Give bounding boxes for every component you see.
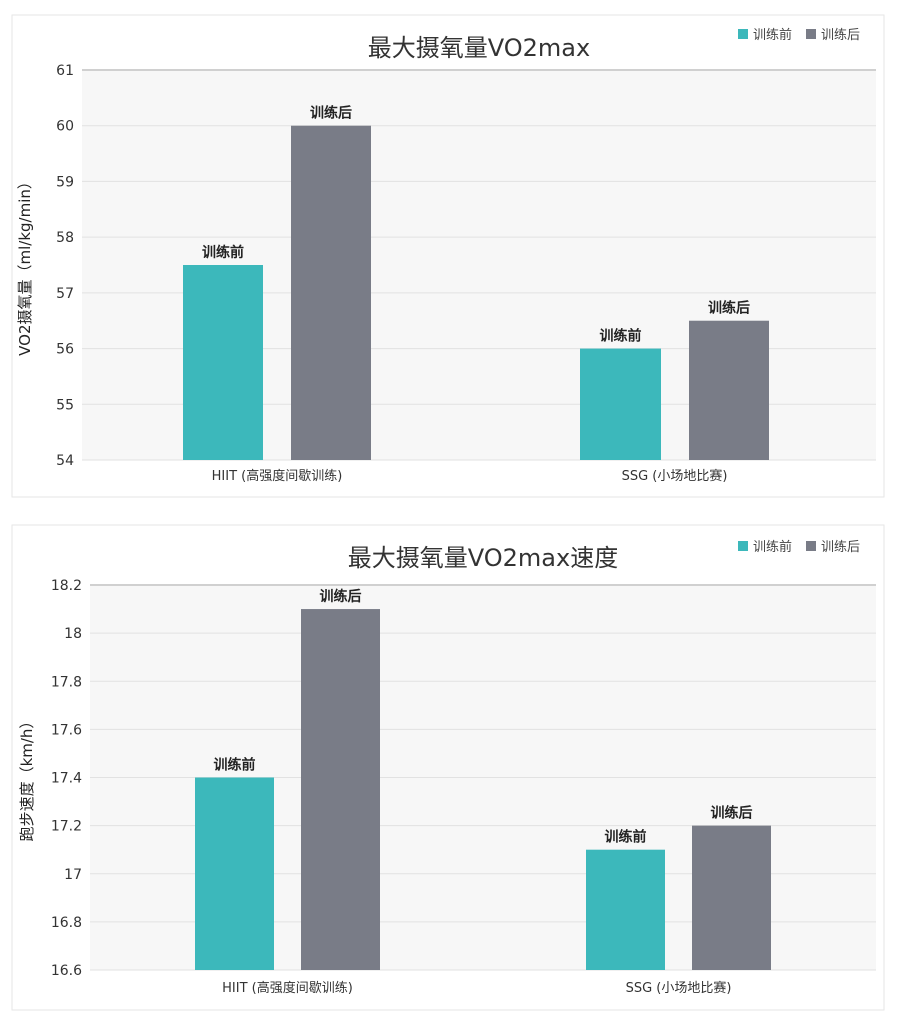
bar-data-label: 训练后 xyxy=(708,300,750,317)
bar-data-label: 训练前 xyxy=(605,829,647,846)
y-tick-label: 17.4 xyxy=(51,771,82,787)
y-tick-label: 61 xyxy=(56,63,74,79)
y-tick-label: 58 xyxy=(56,230,74,246)
x-category-label: HIIT (高强度间歇训练) xyxy=(212,468,343,484)
legend-swatch xyxy=(738,541,748,551)
y-tick-label: 60 xyxy=(56,119,74,135)
bar-before xyxy=(183,265,263,460)
chart-title: 最大摄氧量VO2max速度 xyxy=(348,544,618,572)
legend-label: 训练后 xyxy=(821,28,860,43)
bar-before xyxy=(586,849,665,970)
y-tick-label: 55 xyxy=(56,397,74,413)
bar-data-label: 训练后 xyxy=(320,588,362,605)
legend-label: 训练前 xyxy=(753,539,792,555)
bar-data-label: 训练后 xyxy=(711,805,753,822)
y-tick-label: 56 xyxy=(56,342,74,358)
legend-swatch xyxy=(738,29,748,39)
y-tick-label: 17 xyxy=(64,867,82,883)
legend-swatch xyxy=(806,541,816,551)
bar-after xyxy=(301,609,380,970)
legend-label: 训练后 xyxy=(821,540,860,555)
bar-before xyxy=(195,777,274,970)
bar-data-label: 训练后 xyxy=(310,105,352,122)
y-tick-label: 16.8 xyxy=(51,915,82,931)
x-category-label: HIIT (高强度间歇训练) xyxy=(222,980,353,996)
y-tick-label: 54 xyxy=(56,453,74,469)
bar-data-label: 训练前 xyxy=(600,328,642,345)
bar-after xyxy=(689,320,769,460)
bar-data-label: 训练前 xyxy=(202,244,244,261)
bar-before xyxy=(580,348,661,460)
y-axis-label: 跑步速度（km/h） xyxy=(18,714,36,842)
x-category-label: SSG (小场地比赛) xyxy=(626,980,732,996)
legend-swatch xyxy=(806,29,816,39)
y-tick-label: 17.2 xyxy=(51,819,82,835)
bar-after xyxy=(291,125,371,460)
chart-title: 最大摄氧量VO2max xyxy=(368,34,590,62)
y-tick-label: 17.8 xyxy=(51,674,82,690)
y-tick-label: 18.2 xyxy=(51,578,82,594)
bar-data-label: 训练前 xyxy=(214,757,256,774)
y-tick-label: 59 xyxy=(56,174,74,190)
y-tick-label: 16.6 xyxy=(51,963,82,979)
y-tick-label: 57 xyxy=(56,286,74,302)
y-axis-label: VO2摄氧量（ml/kg/min） xyxy=(16,174,34,356)
legend-label: 训练前 xyxy=(753,27,792,43)
chart-2: 16.6 16.8 17 17.2 17.4 17.6 17.8 18 18.2 最大摄氧量VO2… xyxy=(11,524,885,1011)
x-category-label: SSG (小场地比赛) xyxy=(622,468,728,484)
y-tick-label: 18 xyxy=(64,626,82,642)
y-tick-label: 17.6 xyxy=(51,722,82,738)
bar-after xyxy=(692,825,771,970)
